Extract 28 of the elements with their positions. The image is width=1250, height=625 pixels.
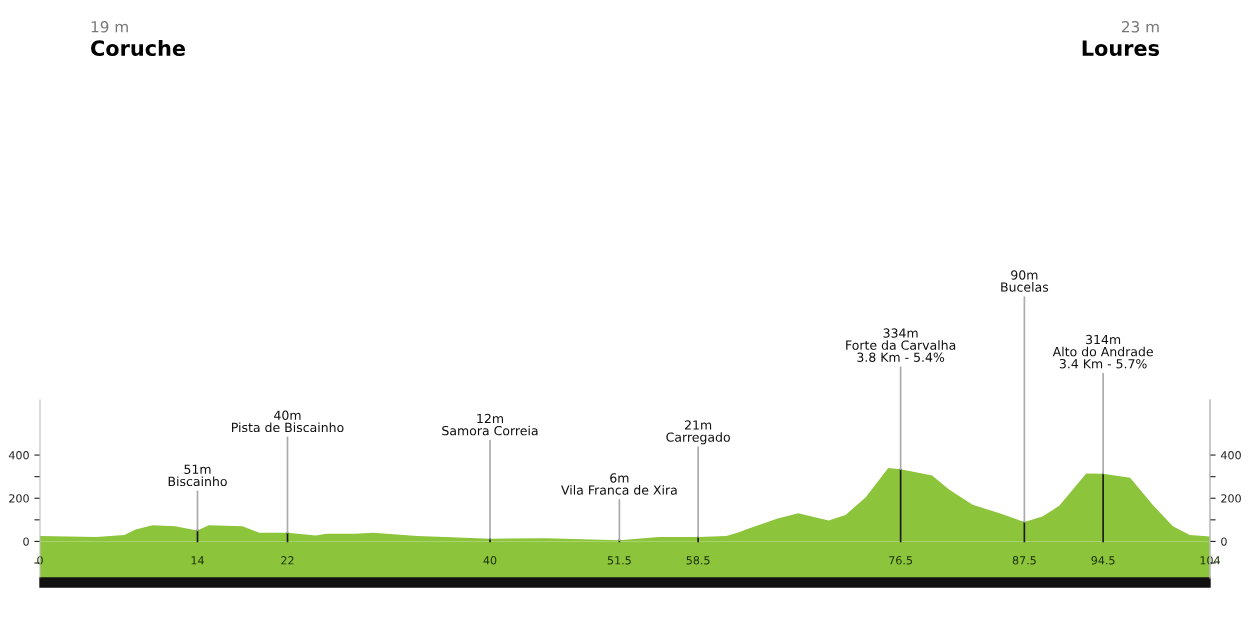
x-tick-label: 58.5 [686, 556, 710, 565]
annotation: 21m Carregado [666, 420, 730, 445]
y-tick-label: 0 [23, 537, 29, 546]
text: Loures [1082, 40, 1160, 57]
chart-subtitle: 19 m [91, 21, 128, 33]
x-tick-label: 76.5 [889, 556, 913, 565]
x-tick-label: 104 [1200, 556, 1220, 565]
x-tick-label: 22 [281, 556, 294, 565]
y-tick-label: 400 [8, 451, 29, 460]
annotation: 51m Biscainho [168, 464, 227, 487]
x-tick-label: 94.5 [1091, 556, 1115, 565]
x-tick-label: 14 [191, 556, 204, 565]
x-tick-label: 51.5 [607, 556, 631, 565]
y2-tick-label: 400 [1220, 451, 1241, 460]
y2-tick-label: 0 [1221, 537, 1227, 546]
text: 23 m [1121, 21, 1159, 33]
annotation: 40m Pista de Biscainho [232, 410, 344, 433]
x-tick-label: 0 [37, 556, 43, 565]
y2-tick-label: 200 [1221, 494, 1241, 503]
x-tick-label: 87.5 [1012, 556, 1036, 565]
annotation: 12m Samora Correia [442, 413, 538, 436]
annotation: 334m Forte da Carvalha 3.8 Km - 5.4% [846, 328, 956, 362]
annotation: 90m Bucelas [1001, 270, 1049, 292]
annotation: 6m Vila Franca de Xira [561, 473, 677, 495]
x-tick-label: 40 [483, 556, 497, 565]
annotation: 314m Alto do Andrade 3.4 Km - 5.7% [1052, 334, 1153, 369]
y-tick-label: 200 [9, 494, 29, 503]
chart-title: Coruche [91, 39, 186, 57]
